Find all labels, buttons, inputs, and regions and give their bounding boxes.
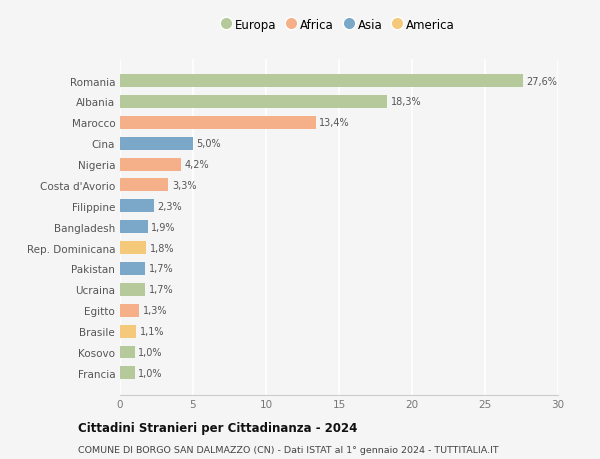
Text: 1,7%: 1,7%	[148, 285, 173, 295]
Bar	[120, 325, 136, 338]
Text: 1,3%: 1,3%	[143, 306, 167, 315]
Bar	[120, 283, 145, 296]
Bar	[120, 304, 139, 317]
Bar	[120, 75, 523, 88]
Text: 2,3%: 2,3%	[157, 202, 182, 211]
Text: COMUNE DI BORGO SAN DALMAZZO (CN) - Dati ISTAT al 1° gennaio 2024 - TUTTITALIA.I: COMUNE DI BORGO SAN DALMAZZO (CN) - Dati…	[78, 445, 499, 454]
Bar	[120, 179, 168, 192]
Text: 13,4%: 13,4%	[319, 118, 350, 128]
Text: 1,8%: 1,8%	[150, 243, 175, 253]
Bar	[120, 221, 148, 234]
Text: 4,2%: 4,2%	[185, 160, 209, 170]
Text: 3,3%: 3,3%	[172, 180, 196, 190]
Text: 27,6%: 27,6%	[527, 76, 557, 86]
Text: 1,7%: 1,7%	[148, 264, 173, 274]
Text: 1,1%: 1,1%	[140, 326, 164, 336]
Text: 5,0%: 5,0%	[197, 139, 221, 149]
Bar	[120, 346, 134, 358]
Legend: Europa, Africa, Asia, America: Europa, Africa, Asia, America	[223, 19, 455, 32]
Text: 1,0%: 1,0%	[138, 368, 163, 378]
Bar	[120, 263, 145, 275]
Bar	[120, 200, 154, 213]
Text: 1,9%: 1,9%	[151, 222, 176, 232]
Bar	[120, 117, 316, 129]
Text: 1,0%: 1,0%	[138, 347, 163, 357]
Text: Cittadini Stranieri per Cittadinanza - 2024: Cittadini Stranieri per Cittadinanza - 2…	[78, 421, 358, 434]
Bar	[120, 367, 134, 380]
Bar	[120, 137, 193, 151]
Text: 18,3%: 18,3%	[391, 97, 421, 107]
Bar	[120, 158, 181, 171]
Bar	[120, 241, 146, 254]
Bar	[120, 96, 387, 109]
